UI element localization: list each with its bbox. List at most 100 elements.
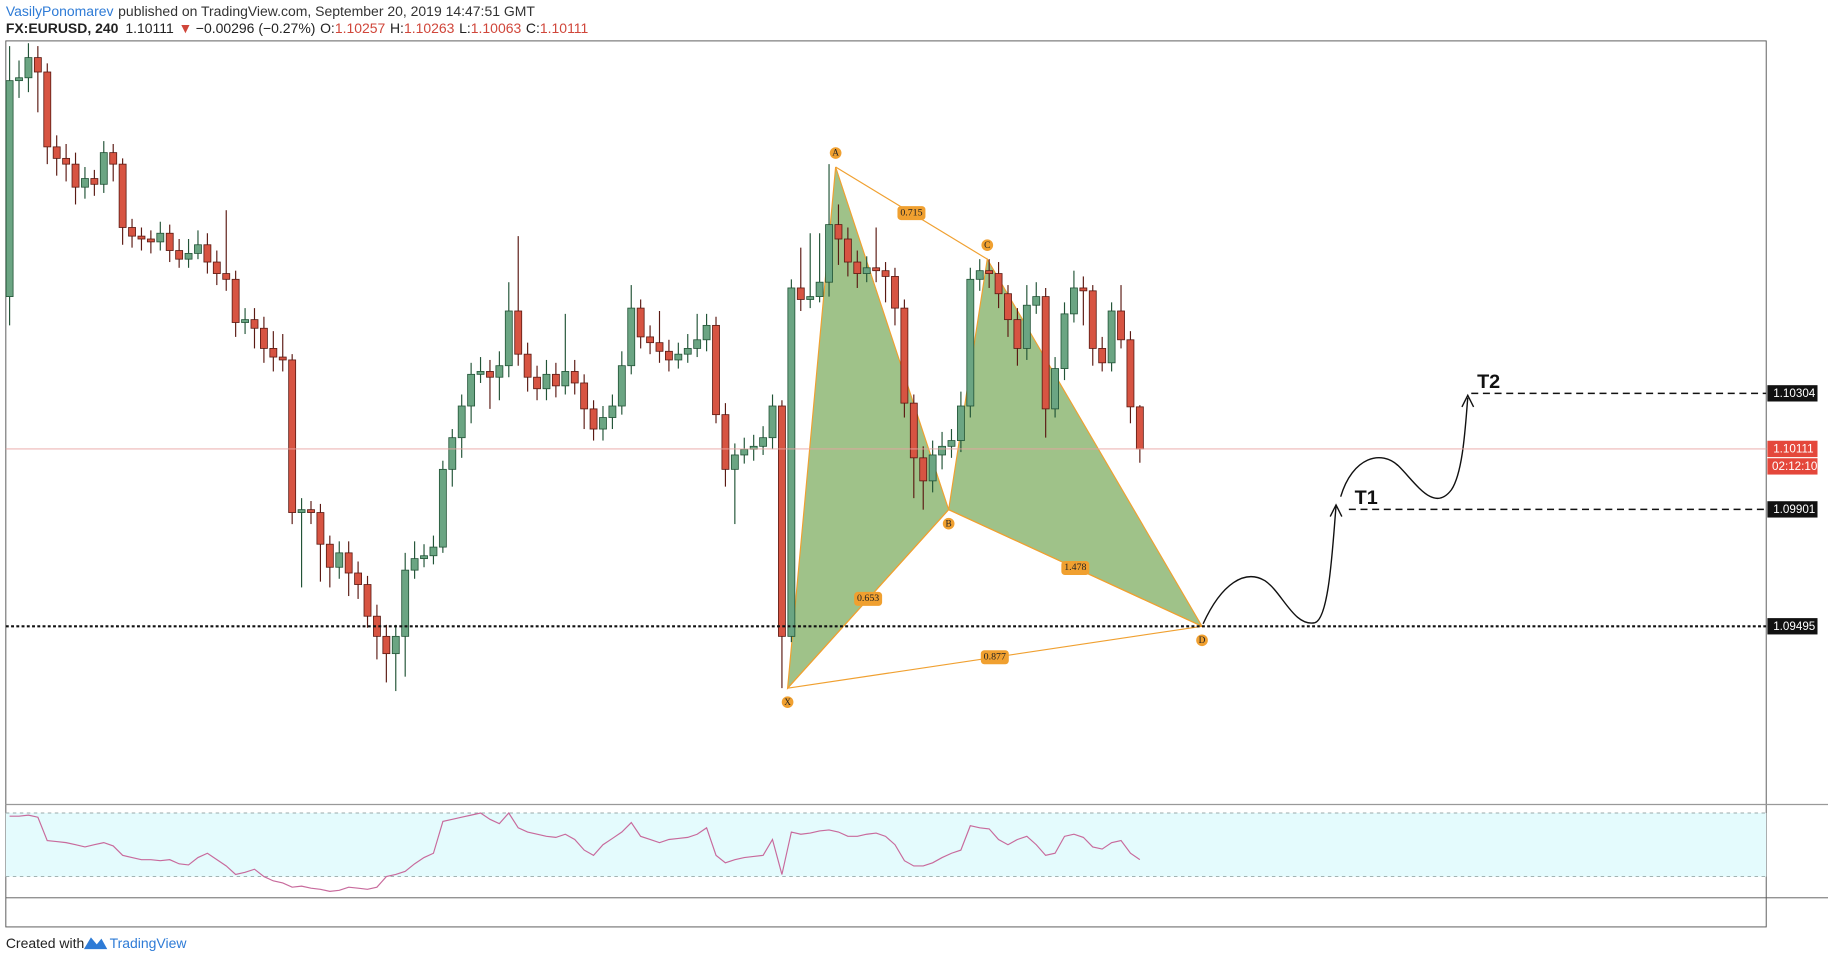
point-label: B <box>946 519 952 529</box>
publish-line: VasilyPonomarev published on TradingView.… <box>6 2 536 18</box>
candle-body <box>316 512 325 545</box>
candle-body <box>665 350 673 361</box>
candle-body <box>250 319 259 329</box>
candle-body <box>551 373 560 387</box>
candle-body <box>768 405 777 439</box>
candle-body <box>62 157 71 165</box>
arrow-head <box>1461 393 1475 408</box>
candle-body <box>787 287 796 637</box>
candle-body <box>184 252 193 260</box>
projection <box>1202 393 1475 625</box>
candle-body <box>1060 313 1069 369</box>
candle-body <box>975 270 984 280</box>
candle-body <box>269 348 278 358</box>
candle-body <box>344 552 353 574</box>
candle-body <box>1022 304 1031 349</box>
candle-body <box>872 267 881 272</box>
candle-body <box>862 267 871 274</box>
candle-body <box>222 273 231 280</box>
candle-body <box>712 324 720 416</box>
candle-body <box>947 440 956 447</box>
point-marker <box>829 147 842 159</box>
candle-body <box>71 163 80 188</box>
candle-body <box>354 572 362 585</box>
ohlc-key: O: <box>320 20 335 36</box>
candle-body <box>467 373 476 407</box>
rsi-band <box>5 812 1767 877</box>
ratio-label: 0.653 <box>857 593 879 604</box>
ratio-label: 1.478 <box>1064 562 1086 573</box>
arrow: ▼ <box>178 20 192 36</box>
candle-body <box>335 552 344 568</box>
candle-body <box>514 310 523 355</box>
candle-body <box>457 405 466 439</box>
candle-body <box>212 261 221 274</box>
candle-body <box>881 270 890 277</box>
pattern-triangle <box>786 166 950 690</box>
candle-body <box>495 365 504 378</box>
ratio-box <box>1061 560 1090 575</box>
candle-body <box>778 405 786 637</box>
candle-body <box>99 152 108 185</box>
candle-body <box>33 57 42 73</box>
candle-body <box>909 402 918 459</box>
candle-body <box>1098 348 1107 364</box>
candle-body <box>363 584 372 617</box>
candle-body <box>570 371 579 384</box>
brand: TradingView <box>110 935 188 951</box>
author: VasilyPonomarev <box>6 2 114 18</box>
ohlc-key: L: <box>459 20 471 36</box>
candle-body <box>382 635 391 655</box>
candle-body <box>128 227 136 237</box>
candle-body <box>410 558 419 571</box>
candle-body <box>241 319 249 323</box>
candle-body <box>486 371 494 378</box>
projection-curve <box>1340 397 1469 499</box>
candle-body <box>627 307 636 367</box>
candle-body <box>815 281 824 298</box>
candle-body <box>288 359 297 513</box>
ohlc-value: 1.10111 <box>540 20 589 36</box>
candle-body <box>156 232 165 243</box>
symbol-line: FX:EURUSD, 240 1.10111 ▼ −0.00296 (−0.27%) O… <box>6 20 589 36</box>
candle-body <box>928 454 937 482</box>
candle-body <box>391 635 400 655</box>
candle-body <box>843 238 852 263</box>
target-label: T2 <box>1477 371 1500 393</box>
candle-body <box>15 77 23 82</box>
candle-body <box>5 80 14 298</box>
candle-body <box>109 152 118 165</box>
candle-body <box>231 278 240 323</box>
ratio-label: 0.715 <box>900 207 922 218</box>
candle-body <box>401 569 410 637</box>
candle-body <box>834 224 843 240</box>
candle-body <box>994 273 1003 295</box>
price-label: 1.10111 <box>1773 443 1813 456</box>
point-label: D <box>1199 636 1206 646</box>
candle-body <box>580 382 589 410</box>
ohlc-key: H: <box>390 20 404 36</box>
candle-body <box>693 339 702 349</box>
candle-body <box>81 178 89 188</box>
price-label-box <box>1767 618 1818 635</box>
candle-body <box>655 342 664 352</box>
candle-body <box>542 373 551 390</box>
point-marker <box>981 239 994 252</box>
candle-body <box>260 327 268 349</box>
candle-body <box>523 353 532 378</box>
price-label-box <box>1767 501 1818 518</box>
price-lines: 1.10304 1.10111 02:12:10 1.09901 1.09495 T1 T2 <box>5 371 1818 635</box>
ohlc-value: 1.10263 <box>404 20 455 36</box>
candle-body <box>759 437 768 447</box>
candle-body <box>825 224 833 283</box>
candle-body <box>985 270 994 274</box>
candle-body <box>740 448 749 456</box>
header: VasilyPonomarev published on TradingView.… <box>6 2 589 35</box>
candle-body <box>806 296 815 300</box>
point-label: C <box>984 241 990 251</box>
candle-body <box>1126 339 1135 408</box>
candle-body <box>796 287 805 300</box>
frame <box>5 40 1767 928</box>
ratio-box <box>854 591 883 606</box>
candle-body <box>448 437 457 470</box>
